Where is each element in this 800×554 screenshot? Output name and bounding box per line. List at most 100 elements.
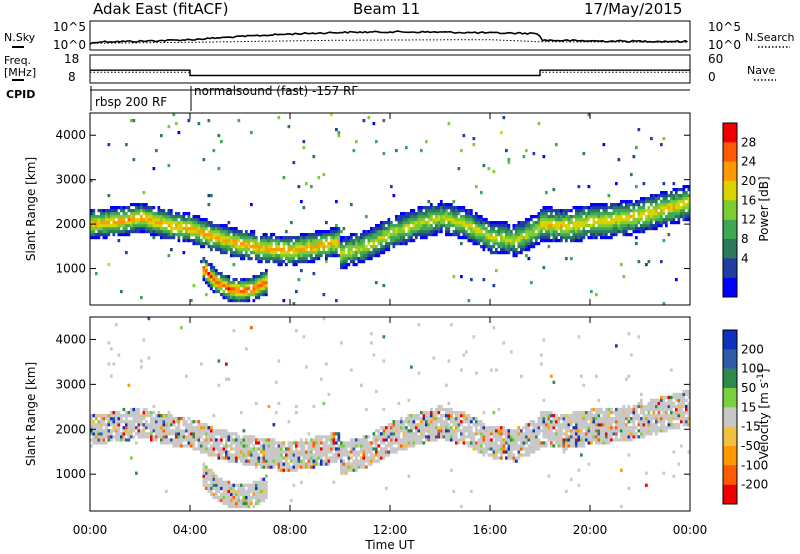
velocity-cell bbox=[535, 429, 538, 433]
power-cell bbox=[140, 296, 143, 300]
power-cell bbox=[435, 215, 438, 219]
velocity-cell bbox=[352, 447, 356, 451]
power-cell bbox=[107, 221, 111, 225]
velocity-cell bbox=[97, 435, 101, 439]
velocity-cell bbox=[132, 429, 136, 433]
power-cell bbox=[172, 215, 176, 219]
power-cell bbox=[290, 239, 293, 243]
velocity-cell bbox=[482, 411, 486, 415]
velocity-cell bbox=[525, 453, 528, 457]
power-cell bbox=[650, 215, 653, 219]
velocity-cell bbox=[327, 456, 331, 460]
power-cell bbox=[522, 239, 526, 243]
power-cell bbox=[187, 239, 191, 243]
power-cell bbox=[595, 206, 598, 210]
velocity-cell bbox=[435, 423, 438, 427]
velocity-cell bbox=[590, 438, 593, 442]
velocity-cell bbox=[225, 489, 228, 494]
velocity-cell bbox=[200, 435, 203, 439]
power-cell bbox=[607, 236, 611, 240]
power-cell bbox=[475, 239, 478, 243]
velocity-cell bbox=[370, 459, 373, 463]
velocity-cell bbox=[610, 438, 613, 442]
power-cell bbox=[205, 293, 208, 297]
velocity-cell bbox=[602, 426, 606, 430]
velocity-cell bbox=[620, 423, 623, 427]
velocity-cell bbox=[467, 420, 471, 424]
power-cell bbox=[370, 257, 373, 261]
velocity-cell bbox=[182, 438, 186, 442]
velocity-cell bbox=[610, 420, 613, 424]
velocity-cell bbox=[490, 368, 493, 372]
velocity-cell bbox=[460, 414, 463, 418]
power-cell bbox=[455, 230, 458, 234]
velocity-cell bbox=[445, 407, 448, 412]
velocity-cell bbox=[307, 441, 311, 445]
velocity-cell bbox=[617, 438, 621, 442]
power-cell bbox=[657, 194, 661, 198]
velocity-cell bbox=[460, 423, 463, 427]
velocity-cell bbox=[607, 441, 611, 445]
power-cell bbox=[262, 281, 266, 285]
power-cell bbox=[205, 239, 208, 243]
velocity-cell bbox=[390, 429, 393, 433]
velocity-cell bbox=[580, 429, 583, 433]
power-cell bbox=[207, 272, 211, 276]
velocity-cell bbox=[562, 450, 566, 454]
power-cell bbox=[612, 212, 616, 216]
power-cell bbox=[322, 245, 326, 249]
power-cell bbox=[432, 218, 436, 222]
velocity-cell bbox=[325, 450, 328, 454]
velocity-cell bbox=[302, 450, 306, 454]
velocity-cell bbox=[247, 498, 251, 503]
velocity-cell bbox=[172, 444, 176, 448]
velocity-cell bbox=[550, 411, 553, 415]
velocity-cell bbox=[480, 450, 483, 454]
power-cell bbox=[640, 206, 643, 210]
velocity-cell bbox=[350, 450, 353, 454]
power-cell bbox=[305, 254, 308, 258]
power-cell bbox=[507, 245, 511, 249]
velocity-cell bbox=[565, 444, 568, 448]
power-cell bbox=[365, 254, 368, 258]
velocity-cell bbox=[582, 441, 586, 445]
power-cell bbox=[295, 251, 298, 255]
power-cell bbox=[682, 200, 686, 204]
velocity-cell bbox=[482, 423, 486, 427]
power-cell bbox=[132, 203, 136, 207]
power-cell bbox=[150, 224, 153, 228]
velocity-cell bbox=[327, 392, 331, 397]
power-cells bbox=[90, 113, 691, 306]
velocity-cell bbox=[135, 426, 138, 430]
power-cell bbox=[292, 254, 296, 258]
velocity-cell bbox=[482, 450, 486, 454]
velocity-cell bbox=[157, 423, 161, 427]
velocity-cell bbox=[445, 432, 448, 436]
power-cell bbox=[315, 254, 318, 258]
power-cell bbox=[302, 239, 306, 243]
power-cell bbox=[160, 134, 163, 138]
power-cell bbox=[495, 248, 498, 252]
power-cell bbox=[587, 206, 591, 210]
power-cell bbox=[232, 251, 236, 255]
power-cell bbox=[545, 191, 548, 195]
power-cell bbox=[502, 248, 506, 252]
power-cell bbox=[362, 245, 366, 249]
power-cell bbox=[617, 218, 621, 222]
power-cell bbox=[152, 212, 156, 216]
power-cell bbox=[325, 236, 328, 240]
velocity-cell bbox=[565, 420, 568, 424]
power-cell bbox=[435, 212, 438, 216]
velocity-cell bbox=[95, 432, 98, 436]
power-cell bbox=[182, 218, 186, 222]
power-cell bbox=[485, 236, 488, 240]
velocity-cell bbox=[267, 462, 271, 466]
velocity-cell bbox=[155, 429, 158, 433]
velocity-cell bbox=[450, 323, 453, 327]
velocity-cell bbox=[542, 411, 546, 415]
power-cell bbox=[182, 221, 186, 225]
power-cell bbox=[540, 227, 543, 231]
power-cell bbox=[507, 233, 511, 237]
velocity-cell bbox=[420, 438, 423, 442]
velocity-cell bbox=[137, 426, 141, 430]
